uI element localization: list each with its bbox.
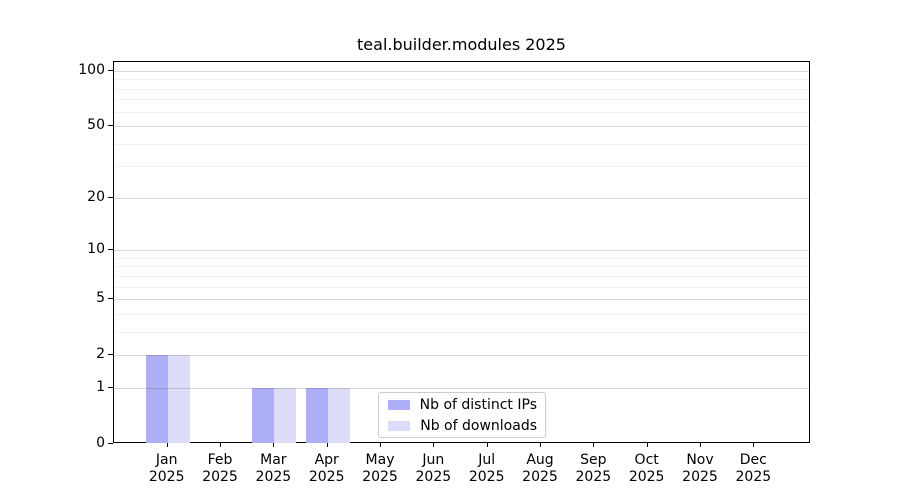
- y-tick-100: [108, 70, 113, 71]
- gridline-major-5: [114, 299, 809, 301]
- gridline-major-100: [114, 71, 809, 72]
- y-tick-label-1: 1: [96, 378, 105, 395]
- gridline-minor-4: [114, 313, 809, 315]
- y-tick-10: [108, 249, 113, 251]
- y-tick-0: [108, 443, 113, 444]
- gridline-minor-80: [114, 88, 809, 90]
- x-tick-jun: [433, 443, 435, 447]
- gridline-minor-60: [114, 111, 809, 113]
- x-tick-sep: [593, 443, 595, 447]
- x-tick-label-apr: Apr 2025: [308, 452, 345, 485]
- x-tick-label-aug: Aug 2025: [522, 452, 558, 485]
- gridline-minor-3: [114, 331, 809, 333]
- x-tick-aug: [540, 443, 541, 447]
- y-tick-2: [108, 354, 113, 356]
- y-tick-label-20: 20: [87, 188, 105, 205]
- gridline-minor-40: [114, 143, 809, 145]
- x-tick-mar: [273, 443, 275, 447]
- legend: Nb of distinct IPs Nb of downloads: [378, 392, 546, 438]
- legend-item-distinct-ips: Nb of distinct IPs: [387, 396, 537, 414]
- x-tick-label-jan: Jan 2025: [148, 452, 185, 485]
- y-tick-label-2: 2: [96, 346, 105, 363]
- legend-swatch-distinct-ips-icon: [388, 399, 410, 410]
- gridline-minor-6: [114, 286, 809, 288]
- legend-item-downloads: Nb of downloads: [387, 417, 537, 435]
- gridline-minor-8: [114, 266, 809, 268]
- bar-mar-downloads: [274, 387, 297, 443]
- gridline-minor-90: [114, 79, 809, 81]
- y-tick-label-50: 50: [87, 117, 105, 134]
- y-tick-5: [108, 298, 113, 300]
- y-tick-label-10: 10: [87, 241, 105, 258]
- x-tick-oct: [646, 443, 648, 447]
- legend-label-downloads: Nb of downloads: [420, 417, 537, 434]
- bar-apr-distinct-ips: [305, 387, 328, 443]
- x-tick-may: [380, 443, 382, 447]
- grid-layer: [114, 62, 809, 442]
- gridline-major-2: [114, 355, 809, 357]
- legend-swatch-downloads-icon: [388, 420, 411, 431]
- x-tick-jan: [166, 443, 168, 447]
- y-tick-label-5: 5: [96, 290, 105, 307]
- chart-title: teal.builder.modules 2025: [357, 35, 566, 54]
- gridline-major-10: [114, 250, 809, 252]
- x-tick-label-may: May 2025: [362, 452, 398, 485]
- gridline-major-50: [114, 126, 809, 128]
- x-tick-nov: [700, 443, 701, 447]
- y-tick-label-0: 0: [96, 435, 105, 451]
- x-tick-label-sep: Sep 2025: [575, 452, 612, 485]
- bar-mar-distinct-ips: [252, 387, 275, 443]
- gridline-major-1: [114, 387, 809, 389]
- y-tick-50: [108, 125, 113, 127]
- legend-label-distinct-ips: Nb of distinct IPs: [419, 396, 537, 413]
- plot-area: Nb of distinct IPs Nb of downloads: [113, 61, 810, 443]
- x-tick-label-jun: Jun 2025: [415, 452, 452, 485]
- x-tick-label-feb: Feb 2025: [202, 452, 238, 485]
- x-tick-label-mar: Mar 2025: [255, 452, 292, 485]
- x-tick-jul: [486, 443, 488, 447]
- bar-apr-downloads: [327, 387, 350, 443]
- x-tick-apr: [326, 443, 328, 447]
- x-tick-label-jul: Jul 2025: [468, 452, 505, 485]
- gridline-minor-70: [114, 99, 809, 101]
- gridline-minor-30: [114, 166, 809, 168]
- bar-jan-distinct-ips: [145, 355, 168, 443]
- gridline-major-20: [114, 197, 809, 199]
- bar-jan-downloads: [167, 355, 190, 443]
- x-tick-label-nov: Nov 2025: [682, 452, 718, 485]
- x-tick-label-oct: Oct 2025: [628, 452, 665, 485]
- y-tick-label-100: 100: [78, 62, 105, 78]
- gridline-minor-7: [114, 275, 809, 277]
- y-tick-20: [108, 196, 113, 198]
- x-tick-feb: [220, 443, 222, 447]
- x-tick-label-dec: Dec 2025: [735, 452, 772, 485]
- bars-layer: [114, 62, 809, 443]
- gridline-minor-9: [114, 257, 809, 259]
- y-tick-1: [108, 386, 113, 388]
- x-tick-dec: [753, 443, 755, 447]
